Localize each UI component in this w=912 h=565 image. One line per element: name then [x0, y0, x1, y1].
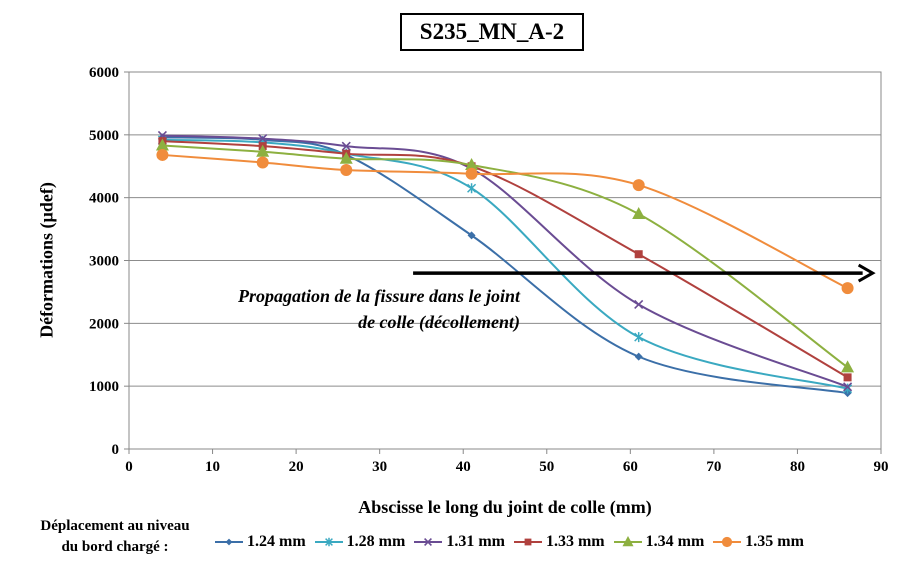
- series-layer: [155, 130, 855, 398]
- data-point: [841, 360, 855, 373]
- x-tick-label: 20: [289, 459, 304, 475]
- y-tick-label: 3000: [89, 254, 119, 270]
- legend-swatch: [215, 538, 243, 546]
- series-1-24-mm: [158, 133, 852, 398]
- data-point: [841, 282, 854, 295]
- legend-swatch: [613, 536, 642, 547]
- x-tick-label: 60: [623, 459, 638, 475]
- grid-lines: [124, 71, 882, 454]
- series-1-35-mm: [156, 148, 854, 295]
- x-tick-label: 10: [205, 459, 220, 475]
- annotation-arrow: [413, 263, 876, 283]
- plot-frame: [128, 71, 882, 450]
- legend-item: 1.35 mm: [712, 533, 804, 551]
- y-axis-label: Déformations (µdef): [36, 182, 57, 338]
- legend-label: 1.28 mm: [346, 533, 406, 550]
- legend-item: 1.33 mm: [513, 533, 605, 551]
- legend: 1.24 mm 1.28 mm 1.31 mm 1.33 mm 1.34 mm 1.35 …: [214, 533, 812, 551]
- chart-title: S235_MN_A-2: [400, 13, 584, 51]
- legend-item: 1.24 mm: [214, 533, 306, 551]
- x-tick-label: 0: [125, 459, 133, 475]
- x-tick-label: 80: [790, 459, 805, 475]
- legend-title: Déplacement au niveau du bord chargé :: [20, 516, 210, 558]
- data-point: [632, 179, 645, 192]
- y-tick-label: 5000: [89, 128, 119, 144]
- data-point: [465, 167, 478, 180]
- data-point: [634, 250, 643, 259]
- x-tick-label: 90: [874, 459, 889, 475]
- legend-swatch: [414, 538, 443, 546]
- data-point: [155, 138, 169, 151]
- data-point: [634, 299, 644, 310]
- legend-label: 1.24 mm: [247, 533, 306, 550]
- x-tick-label: 50: [539, 459, 554, 475]
- legend-label: 1.33 mm: [545, 533, 605, 550]
- data-point: [340, 164, 353, 177]
- y-tick-label: 2000: [89, 316, 119, 332]
- legend-swatch: [314, 537, 343, 547]
- legend-title-line-2: du bord chargé :: [61, 539, 169, 555]
- data-point: [341, 141, 351, 151]
- y-tick-label: 1000: [89, 379, 119, 395]
- annotation-line-1: Propagation de la fissure dans le joint: [237, 286, 520, 306]
- data-point: [156, 148, 169, 161]
- legend-label: 1.34 mm: [645, 533, 705, 550]
- legend-label: 1.35 mm: [745, 533, 804, 550]
- data-point: [843, 373, 852, 382]
- series-line: [162, 140, 849, 379]
- data-point: [467, 231, 476, 240]
- data-point: [339, 151, 353, 164]
- data-point: [632, 207, 646, 220]
- propagation-annotation: Propagation de la fissure dans le joint …: [150, 283, 520, 335]
- data-point: [843, 382, 853, 392]
- data-point: [634, 332, 644, 343]
- series-1-34-mm: [155, 138, 855, 373]
- legend-swatch: [513, 538, 542, 546]
- arrow-head: [857, 263, 876, 283]
- legend-label: 1.31 mm: [446, 533, 505, 550]
- x-tick-label: 70: [706, 459, 721, 475]
- data-point: [258, 134, 268, 144]
- x-tick-label: 30: [372, 459, 387, 475]
- y-tick-label: 6000: [89, 65, 119, 81]
- series-line: [162, 136, 848, 395]
- legend-item: 1.31 mm: [413, 533, 505, 551]
- x-axis-label: Abscisse le long du joint de colle (mm): [358, 497, 652, 517]
- data-point: [465, 157, 479, 170]
- legend-item: 1.28 mm: [314, 533, 406, 551]
- data-point: [256, 144, 270, 157]
- series-line: [162, 153, 849, 290]
- legend-item: 1.34 mm: [613, 533, 705, 551]
- tick-labels: 0 1000 2000 3000 4000 5000 6000 0 10 20 30 40 50 60 70…: [89, 65, 889, 475]
- x-tick-label: 40: [456, 459, 471, 475]
- y-tick-label: 4000: [89, 191, 119, 207]
- y-tick-label: 0: [112, 442, 120, 458]
- annotation-line-2: de colle (décollement): [358, 312, 520, 332]
- data-point: [634, 352, 643, 361]
- data-point: [467, 183, 477, 194]
- data-point: [256, 156, 269, 169]
- legend-swatch: [713, 536, 742, 548]
- legend-title-line-1: Déplacement au niveau: [40, 518, 190, 534]
